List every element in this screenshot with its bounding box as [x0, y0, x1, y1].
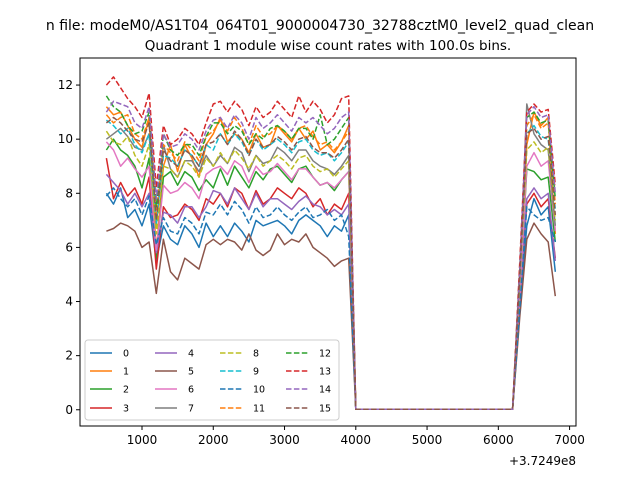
legend-label-14: 14 [319, 385, 331, 396]
x-axis: 1000 2000 3000 4000 5000 6000 7000 [127, 426, 585, 447]
plot-area [105, 76, 557, 410]
x-tick-label: 5000 [412, 433, 443, 447]
x-tick-label: 3000 [269, 433, 300, 447]
legend-label-9: 9 [253, 367, 259, 378]
series-line-8 [105, 130, 557, 410]
legend-label-0: 0 [123, 349, 129, 360]
legend-frame [84, 339, 340, 421]
y-tick-label: 12 [58, 78, 73, 92]
x-tick-label: 7000 [554, 433, 585, 447]
series-line-14 [105, 100, 557, 410]
legend-label-2: 2 [123, 385, 129, 396]
legend-label-15: 15 [319, 404, 331, 415]
figure-suptitle: n file: modeM0/AS1T04_064T01_9000004730_… [46, 18, 594, 34]
x-offset-label: +3.7249e8 [509, 454, 576, 468]
y-axis: 0 2 4 6 8 10 12 [58, 78, 80, 417]
x-tick-label: 6000 [483, 433, 514, 447]
legend-label-5: 5 [188, 367, 194, 378]
x-tick-label: 4000 [341, 433, 372, 447]
series-line-10 [105, 187, 557, 410]
x-tick-label: 2000 [198, 433, 229, 447]
legend-label-3: 3 [123, 404, 129, 415]
chart-title: Quadrant 1 module wise count rates with … [145, 38, 511, 54]
axes-frame [79, 57, 577, 427]
y-tick-label: 10 [58, 132, 73, 146]
y-tick-label: 0 [65, 403, 73, 417]
x-tick-label: 1000 [127, 433, 158, 447]
legend-label-4: 4 [188, 349, 194, 360]
legend-label-11: 11 [253, 404, 265, 415]
legend-label-7: 7 [188, 404, 194, 415]
legend-label-8: 8 [253, 349, 259, 360]
legend-label-1: 1 [123, 367, 129, 378]
legend-label-12: 12 [319, 349, 331, 360]
series-line-9 [105, 119, 557, 410]
legend-label-6: 6 [188, 385, 194, 396]
y-tick-label: 8 [65, 186, 73, 200]
y-tick-label: 6 [65, 240, 73, 254]
series-line-15 [105, 116, 557, 410]
legend-label-13: 13 [319, 367, 331, 378]
y-tick-label: 4 [65, 295, 73, 309]
legend-label-10: 10 [253, 385, 265, 396]
y-tick-label: 2 [65, 349, 73, 363]
